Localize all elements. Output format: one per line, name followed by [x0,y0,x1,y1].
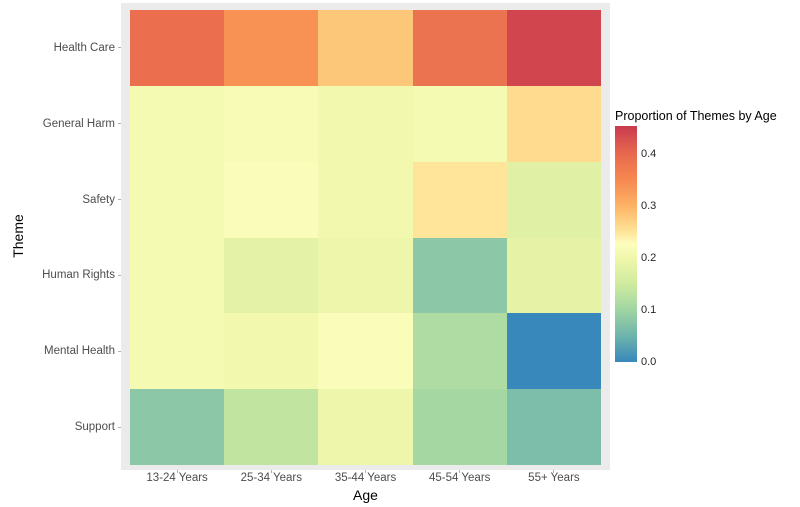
legend-colorbar [615,126,637,362]
heatmap-cell [412,10,507,86]
x-tick-mark [224,470,318,473]
heatmap-cell [318,85,413,162]
heatmap-cell [412,237,507,314]
heatmap-cell [224,389,319,465]
legend-tick-label: 0.1 [641,303,657,316]
y-tick-mark [118,313,121,389]
legend-colorbar-wrap: 0.4 0.3 0.2 0.1 0.0 [615,126,656,367]
heatmap-cell [506,85,601,162]
heatmap-cell [318,389,413,465]
y-tick-label: General Harm [42,117,115,130]
y-tick-label: Safety [82,193,115,206]
heatmap-cell [318,237,413,314]
heatmap-cell [318,10,413,86]
y-tick-label: Mental Health [44,345,115,358]
heatmap-cell [130,237,225,314]
heatmap-cell [130,10,225,86]
heatmap-cell [412,313,507,390]
heatmap-cell [224,237,319,314]
heatmap-cell [412,389,507,465]
legend-title: Proportion of Themes by Age [615,109,777,123]
x-tick-mark [130,470,224,473]
y-tick-label: Support [74,421,115,434]
x-tick-label: 55+ Years [528,472,580,484]
heatmap-cell [130,85,225,162]
y-tick-mark [118,10,121,86]
legend-tick-label: 0.2 [641,251,657,264]
heatmap-cell [506,313,601,390]
x-axis-tick-labels: 13-24 Years 25-34 Years 35-44 Years 45-54 Y… [130,472,601,486]
heatmap-grid [130,10,601,465]
y-tick-label: Health Care [53,41,115,54]
heatmap-cell [318,161,413,238]
heatmap-cell [506,161,601,238]
x-tick-mark [318,470,412,473]
x-tick-mark [413,470,507,473]
legend-tick-label: 0.4 [641,147,657,160]
y-tick-label: Human Rights [42,269,115,282]
y-axis-ticks [118,10,121,465]
y-tick-mark [118,162,121,238]
x-axis-title: Age [353,487,378,503]
y-tick-mark [118,86,121,162]
x-tick-label: 35-44 Years [334,472,397,484]
heatmap-cell [130,161,225,238]
x-tick-label: 13-24 Years [146,472,208,484]
heatmap-cell [224,85,319,162]
x-tick-label: 45-54 Years [429,472,491,484]
heatmap-cell [412,85,507,162]
heatmap-cell [318,313,413,390]
y-tick-mark [118,389,121,465]
legend-tick-label: 0.0 [641,355,657,368]
heatmap-cell [130,389,225,465]
heatmap-cell [412,161,507,238]
heatmap-cell [224,161,319,238]
x-axis-ticks [130,470,601,473]
x-tick-label: 25-34 Years [240,472,302,484]
heatmap-cell [506,237,601,314]
y-axis-tick-labels: Health Care General Harm Safety Human Right… [0,10,115,465]
legend-tick-label: 0.3 [641,199,657,212]
y-tick-mark [118,237,121,313]
heatmap-cell [130,313,225,390]
legend: Proportion of Themes by Age 0.4 0.3 0.2 0.1… [615,109,800,367]
heatmap-cell [506,389,601,465]
heatmap-cell [224,313,319,390]
heatmap-cell [506,10,601,86]
x-tick-mark [507,470,601,473]
heatmap-cell [224,10,319,86]
plot-panel [121,3,610,470]
